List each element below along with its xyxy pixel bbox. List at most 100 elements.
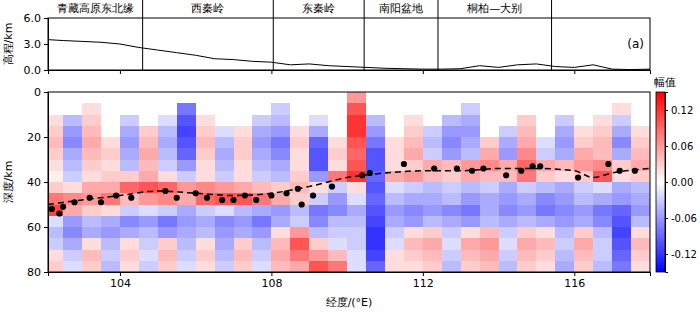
cell — [385, 182, 404, 194]
cell — [290, 250, 309, 262]
cell — [252, 115, 271, 127]
y-axis-title: 深度/km — [2, 161, 15, 204]
cell — [423, 182, 442, 194]
cell — [177, 160, 196, 172]
cell — [290, 115, 309, 127]
cell — [574, 137, 593, 149]
tick-mark — [120, 70, 121, 74]
cell — [120, 126, 139, 138]
cell — [517, 261, 536, 272]
tick-mark — [574, 272, 575, 276]
cell — [252, 126, 271, 138]
cell — [385, 193, 404, 205]
cell — [101, 103, 120, 115]
cell — [461, 227, 480, 239]
cell — [82, 261, 101, 272]
cell — [63, 193, 82, 205]
cell — [404, 115, 423, 127]
cell — [63, 250, 82, 262]
point — [359, 172, 365, 178]
cell — [499, 148, 518, 160]
cell — [120, 261, 139, 272]
cell — [196, 227, 215, 239]
cell — [442, 103, 461, 115]
tick-mark — [44, 70, 48, 71]
cell — [461, 250, 480, 262]
cell — [101, 160, 120, 172]
cell — [347, 261, 366, 272]
cell — [177, 92, 196, 104]
point — [503, 172, 509, 178]
cell — [177, 205, 196, 217]
tick-mark — [665, 254, 668, 255]
region-label: 南阳盆地 — [379, 2, 423, 15]
cell — [48, 261, 64, 272]
cell — [215, 238, 234, 250]
tick — [423, 70, 424, 74]
cell — [536, 227, 555, 239]
cell — [328, 126, 347, 138]
point — [367, 170, 373, 176]
cell — [347, 182, 366, 194]
cell — [612, 227, 631, 239]
cell — [328, 137, 347, 149]
cell — [404, 137, 423, 149]
cell — [290, 148, 309, 160]
cell — [101, 137, 120, 149]
cell — [347, 92, 366, 104]
point — [49, 206, 55, 212]
cell — [347, 115, 366, 127]
cell — [234, 171, 253, 183]
cell — [442, 115, 461, 127]
point — [174, 195, 180, 201]
cell — [82, 160, 101, 172]
cell — [177, 238, 196, 250]
cell — [63, 238, 82, 250]
cell — [442, 193, 461, 205]
cell — [139, 148, 158, 160]
cell — [158, 261, 177, 272]
cell — [120, 115, 139, 127]
cell — [612, 238, 631, 250]
cell — [574, 182, 593, 194]
cell — [574, 205, 593, 217]
cell — [347, 148, 366, 160]
point — [268, 192, 274, 198]
plot-frame — [48, 18, 650, 70]
cell — [499, 137, 518, 149]
point — [193, 190, 199, 196]
cell — [215, 115, 234, 127]
cell — [63, 160, 82, 172]
cell — [101, 115, 120, 127]
cell — [593, 250, 612, 262]
cell — [574, 103, 593, 115]
cell — [328, 238, 347, 250]
cell — [234, 261, 253, 272]
cell — [48, 126, 64, 138]
tick — [120, 70, 121, 74]
tick: 112 — [413, 272, 434, 290]
cell — [290, 160, 309, 172]
cell — [158, 205, 177, 217]
tick-mark — [665, 110, 668, 111]
cell — [536, 171, 555, 183]
point — [518, 168, 524, 174]
cell — [196, 92, 215, 104]
cell — [612, 216, 631, 228]
point — [242, 192, 248, 198]
cell — [593, 216, 612, 228]
tick-mark — [271, 70, 272, 74]
cell — [593, 205, 612, 217]
cell — [63, 171, 82, 183]
cell — [480, 227, 499, 239]
cell — [631, 250, 650, 262]
cell — [423, 160, 442, 172]
tick-label: 0 — [34, 86, 41, 99]
cell — [158, 103, 177, 115]
cell — [347, 216, 366, 228]
tick-mark — [44, 227, 48, 228]
cell — [574, 250, 593, 262]
cell — [536, 250, 555, 262]
cell — [517, 103, 536, 115]
cell — [271, 261, 290, 272]
